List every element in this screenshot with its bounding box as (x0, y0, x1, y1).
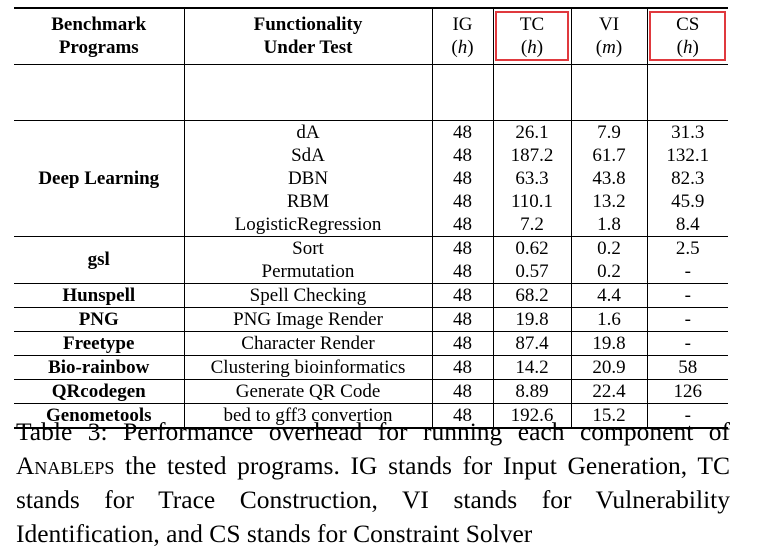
table-row: SdA 48 187.2 61.7 132.1 (14, 143, 728, 167)
ig-cell: 48 (432, 166, 494, 190)
program-cell: Freetype (14, 330, 185, 355)
table-row: RBM 48 110.1 13.2 45.9 (14, 189, 728, 213)
function-cell: Sort (184, 235, 433, 260)
tc-cell: 0.62 (493, 235, 572, 260)
ig-cell: 48 (432, 330, 494, 355)
table-row: DBN 48 63.3 43.8 82.3 (14, 166, 728, 190)
function-cell: Character Render (184, 330, 433, 355)
program-cell: QRcodegen (14, 378, 185, 403)
cs-cell: - (647, 330, 728, 355)
ig-cell: 48 (432, 119, 494, 144)
function-cell: Clustering bioinformatics (184, 354, 433, 379)
cs-cell: 126 (647, 378, 728, 403)
function-cell: SdA (184, 143, 433, 167)
cs-cell: 31.3 (647, 119, 728, 144)
ig-cell: 48 (432, 189, 494, 213)
tc-cell: 14.2 (493, 354, 572, 379)
cs-cell: - (684, 260, 691, 282)
cs-cell: 132.1 (666, 144, 710, 166)
function-cell: Generate QR Code (184, 378, 433, 403)
table-row: Deep Learning dA 48 26.1 7.9 31.3 (14, 119, 728, 236)
vi-cell: 43.8 (571, 166, 648, 190)
tc-cell: 68.2 (493, 282, 572, 307)
function-cell: bed to gff3 convertion (184, 402, 433, 429)
function-cell: DBN (184, 166, 433, 190)
header-tc: TC (h) (493, 7, 572, 65)
program-cell: PNG (14, 306, 185, 331)
cs-cell: - (647, 282, 728, 307)
tc-cell: 7.2 (493, 212, 572, 236)
table-row: QRcodegen Generate QR Code 48 8.89 22.4 126 (14, 378, 728, 403)
function-cell: Spell Checking (184, 282, 433, 307)
tc-cell: 63.3 (493, 166, 572, 190)
cs-cell: 58 (647, 354, 728, 379)
program-cell: gsl (14, 235, 185, 283)
vi-cell: 0.2 (571, 259, 648, 283)
table-body: Deep Learning dA 48 26.1 7.9 31.3 SdA 48 187.2 61… (14, 119, 728, 429)
header-ig: IG (h) (432, 7, 494, 65)
vi-cell: 4.4 (571, 282, 648, 307)
ig-cell: 48 (432, 282, 494, 307)
tc-cell: 187.2 (493, 143, 572, 167)
program-cell: Genometools (14, 402, 185, 429)
header-cs: CS (h) (647, 7, 728, 65)
vi-cell: 7.9 (571, 119, 648, 144)
tool-name: Anableps (16, 451, 115, 480)
tc-cell: 26.1 (493, 119, 572, 144)
tc-cell: 8.89 (493, 378, 572, 403)
header-vi: VI (m) (571, 7, 648, 65)
header-functionality: Functionality Under Test (184, 7, 433, 65)
cs-cell: 82.3 (671, 167, 705, 189)
ig-cell: 48 (432, 143, 494, 167)
vi-cell: 20.9 (571, 354, 648, 379)
function-cell: Permutation (184, 259, 433, 283)
ig-cell: 48 (432, 259, 494, 283)
header-benchmark-programs: Benchmark Programs (14, 7, 185, 65)
table-row: Genometools bed to gff3 convertion 48 192.6… (14, 402, 728, 429)
vi-cell: 1.8 (571, 212, 648, 236)
vi-cell: 0.2 (571, 235, 648, 260)
program-cell: Hunspell (14, 282, 185, 307)
ig-cell: 48 (432, 212, 494, 236)
ig-cell: 48 (432, 354, 494, 379)
table-row: LogisticRegression 48 7.2 1.8 8.4 (14, 212, 728, 236)
cs-cell: - (647, 306, 728, 331)
vi-cell: 19.8 (571, 330, 648, 355)
function-cell: PNG Image Render (184, 306, 433, 331)
header-row: Benchmark Programs Functionality Under Tes… (14, 7, 728, 65)
cs-cell: 45.9 (671, 190, 705, 212)
tc-cell: 0.57 (493, 259, 572, 283)
vi-cell: 1.6 (571, 306, 648, 331)
function-cell: LogisticRegression (184, 212, 433, 236)
cs-cell: 8.4 (675, 213, 700, 235)
table-caption: Table 3: Performance overhead for runnin… (16, 417, 730, 548)
vi-cell: 15.2 (571, 402, 648, 429)
cs-cell: - (647, 402, 728, 429)
ig-cell: 48 (432, 378, 494, 403)
ig-cell: 48 (432, 235, 494, 260)
table-row: Freetype Character Render 48 87.4 19.8- (14, 330, 728, 355)
tc-cell: 19.8 (493, 306, 572, 331)
table-row: gsl Sort 48 0.62 0.2 2.5 (14, 235, 728, 283)
tc-cell: 192.6 (493, 402, 572, 429)
table-row: Hunspell Spell Checking 48 68.2 4.4- (14, 282, 728, 307)
vi-cell: 13.2 (571, 189, 648, 213)
tc-cell: 87.4 (493, 330, 572, 355)
program-cell: Bio-rainbow (14, 354, 185, 379)
vi-cell: 22.4 (571, 378, 648, 403)
program-cell: Deep Learning (14, 119, 185, 236)
performance-table: Benchmark Programs Functionality Under Tes… (14, 7, 728, 429)
function-cell: RBM (184, 189, 433, 213)
table-row: PNG PNG Image Render 48 19.8 1.6- (14, 306, 728, 331)
table-row: Bio-rainbow Clustering bioinformatics 48 14… (14, 354, 728, 379)
function-cell: dA (184, 119, 433, 144)
vi-cell: 61.7 (571, 143, 648, 167)
ig-cell: 48 (432, 402, 494, 429)
ig-cell: 48 (432, 306, 494, 331)
tc-cell: 110.1 (493, 189, 572, 213)
cs-cell: 2.5 (647, 235, 728, 260)
table-row: Permutation 48 0.57 0.2 - (14, 259, 728, 283)
